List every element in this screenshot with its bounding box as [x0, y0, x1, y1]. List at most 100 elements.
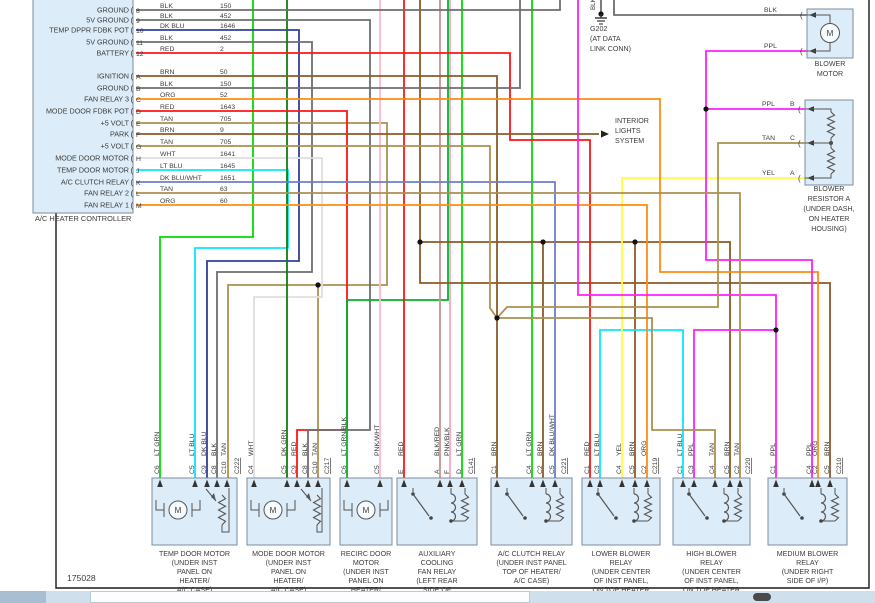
component-caption: MODE DOOR MOTOR: [252, 550, 325, 558]
controller-caption: A/C HEATER CONTROLLER: [35, 214, 131, 223]
pin-wire-color-label: BLK: [764, 7, 777, 14]
pin-wire-color-label: BRN: [537, 442, 544, 456]
controller-pin-id: E: [136, 121, 141, 128]
wire-brn: [419, 0, 831, 479]
wire-yel: [621, 177, 805, 479]
lower-blower-relay: [581, 477, 661, 546]
pin-id-label: C5: [281, 465, 288, 474]
pin-arrow: [494, 479, 500, 487]
controller-pin-id: 8: [136, 8, 140, 15]
pin-wire-color-label: PPL: [770, 443, 777, 456]
component-caption: COOLING: [421, 559, 454, 567]
potentiometer-symbol: [312, 494, 322, 526]
ground-id-label: G202: [590, 25, 607, 33]
component-caption: HEATER/: [351, 586, 381, 591]
pin-id-label: C5: [549, 465, 556, 474]
motor-lead: [287, 500, 296, 511]
resistor-symbol: [830, 493, 840, 522]
pot-return-lead: [316, 488, 323, 533]
component-caption: ON HEATER: [809, 215, 850, 223]
pin-id-label: C1: [491, 465, 498, 474]
ac-clutch-relay-box: [490, 477, 573, 546]
pin-id-label: C9: [201, 465, 208, 474]
connector-id-label: C141: [468, 458, 475, 474]
wire-ppl: [705, 50, 813, 479]
switch-contact: [705, 516, 709, 520]
wire-red: [136, 52, 591, 479]
pin-id-label: C6: [154, 465, 161, 474]
pin-id-label: E: [398, 469, 405, 474]
pin-wire-color-label: BLK/RED: [434, 427, 441, 456]
wire-blk: [136, 0, 561, 11]
component-caption: HEATER/: [273, 577, 303, 585]
pin-wire-color-label: DK GRN: [281, 429, 288, 456]
pin-id-label: C6: [341, 465, 348, 474]
wire-lt-grn-blk: [346, 0, 449, 479]
horizontal-scrollbar[interactable]: [0, 591, 875, 603]
pin-wire-color-label: LT BLU: [189, 433, 196, 456]
connector-id-label: C210: [836, 458, 843, 474]
pin-id-label: D: [456, 469, 463, 474]
component-caption: OF INST PANEL,: [594, 577, 649, 585]
switch-arm: [783, 493, 801, 517]
connector-mark: (: [131, 84, 134, 93]
scrollbar-left-segment[interactable]: [0, 591, 46, 603]
component-caption: (UNDER INST: [266, 559, 312, 567]
pin-wire-color-label: PNK/WHT: [374, 425, 381, 456]
pin-wire-color-label: ORG: [641, 441, 648, 456]
wire-blk: [136, 0, 521, 89]
switch-arm: [506, 493, 524, 517]
pin-wire-color-label: RED: [291, 442, 298, 456]
pin-id-label: C2: [734, 465, 741, 474]
pin-arrow: [815, 479, 821, 487]
pin-arrow: [619, 479, 625, 487]
pin-wire-color-label: BLK: [211, 443, 218, 456]
component-caption: RESISTOR A: [808, 195, 851, 203]
connector-mark: (: [131, 154, 134, 163]
controller-pin-id: F: [136, 132, 140, 139]
wire-color-label: BLK: [160, 3, 173, 10]
connector-mark: (: [131, 38, 134, 47]
component-caption: A/C CLUTCH RELAY: [498, 550, 566, 558]
high-blower-relay: [672, 477, 751, 546]
component-caption: BLOWER: [815, 60, 846, 68]
wire-blk: [136, 41, 313, 479]
component-caption: (LEFT REAR: [416, 577, 457, 585]
component-caption: MOTOR: [353, 559, 379, 567]
interior-lights-label: LIGHTS: [615, 127, 641, 135]
circuit-number: 50: [220, 69, 228, 76]
temp-door-motor-box: [151, 477, 238, 546]
component-caption: ON TOP HEATER: [592, 586, 649, 591]
pin-id-label: C10: [312, 461, 319, 474]
component-caption: PANEL ON: [348, 577, 383, 585]
medium-blower-relay-box: [767, 477, 848, 546]
controller-row-label: MODE DOOR FDBK POT: [46, 107, 130, 116]
circuit-number: 150: [220, 81, 232, 88]
component-caption: HIGH BLOWER: [686, 550, 736, 558]
blower-lead: [807, 42, 831, 52]
wire-blk: [613, 0, 807, 16]
scrollbar-thumb[interactable]: [90, 591, 530, 603]
junction-dot: [598, 11, 604, 17]
medium-blower-relay: [767, 477, 848, 546]
component-caption: AUXILIARY: [419, 550, 456, 558]
pin-arrow: [214, 479, 220, 487]
controller-pin-id: 11: [136, 40, 143, 47]
pin-id-label: C1: [584, 465, 591, 474]
wire-org: [136, 98, 819, 479]
ground-location-label: LINK CONN): [590, 45, 631, 53]
connector-mark: (: [131, 189, 134, 198]
component-caption: (UNDER CENTER: [592, 568, 651, 576]
junction-dot: [494, 315, 500, 321]
pin-id-label: C1: [677, 465, 684, 474]
relay-junction-dot: [722, 519, 726, 523]
pin-wire-color-label: YEL: [762, 170, 775, 177]
interior-lights-label: INTERIOR: [615, 117, 649, 125]
pin-wire-color-label: PPL: [764, 43, 777, 50]
pin-id-label: C2: [537, 465, 544, 474]
wire-color-label: ORG: [160, 198, 175, 205]
pin-arrow: [529, 479, 535, 487]
component-caption: LOWER BLOWER: [592, 550, 651, 558]
pin-arrow: [305, 479, 311, 487]
scrollbar-pill[interactable]: [753, 593, 771, 601]
